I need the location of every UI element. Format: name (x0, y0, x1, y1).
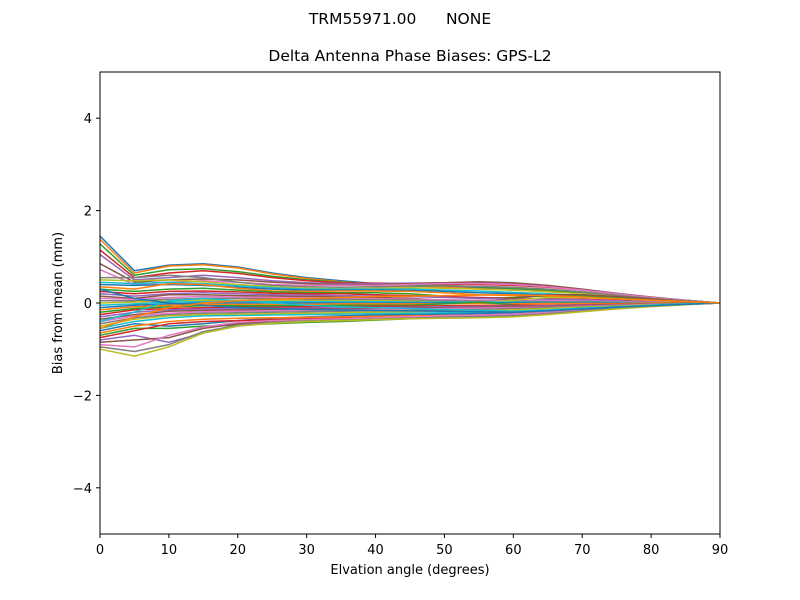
x-tick-label: 90 (712, 543, 729, 558)
series-line (99, 302, 721, 357)
series-line (99, 302, 720, 311)
series-line (99, 293, 721, 330)
y-tick-label: −4 (73, 482, 92, 497)
figure-suptitle: TRM55971.00 NONE (308, 10, 492, 28)
y-tick-label: 4 (84, 112, 92, 127)
series-line (99, 288, 721, 313)
x-tick-label: 60 (505, 543, 522, 558)
y-tick-label: −2 (73, 389, 92, 404)
x-tick-label: 80 (643, 543, 660, 558)
x-tick-label: 70 (574, 543, 591, 558)
x-tick-label: 40 (367, 543, 384, 558)
y-tick-label: 2 (84, 205, 92, 220)
series-line (99, 269, 721, 304)
y-axis-label: Bias from mean (mm) (51, 232, 66, 374)
y-tick-label: 0 (84, 297, 92, 312)
x-axis-label: Elvation angle (degrees) (330, 563, 489, 578)
y-axis: −4 −2 0 2 4 (73, 112, 100, 497)
x-tick-label: 10 (161, 543, 178, 558)
series-line (99, 287, 721, 304)
chart-title: Delta Antenna Phase Biases: GPS-L2 (268, 47, 552, 65)
series-line (100, 274, 721, 304)
x-tick-label: 20 (230, 543, 247, 558)
x-tick-label: 50 (436, 543, 453, 558)
series-lines (99, 235, 721, 357)
x-axis: 0 10 20 30 40 50 60 70 80 90 (96, 534, 728, 558)
x-tick-label: 30 (298, 543, 315, 558)
series-line (99, 293, 721, 304)
x-tick-label: 0 (96, 543, 104, 558)
